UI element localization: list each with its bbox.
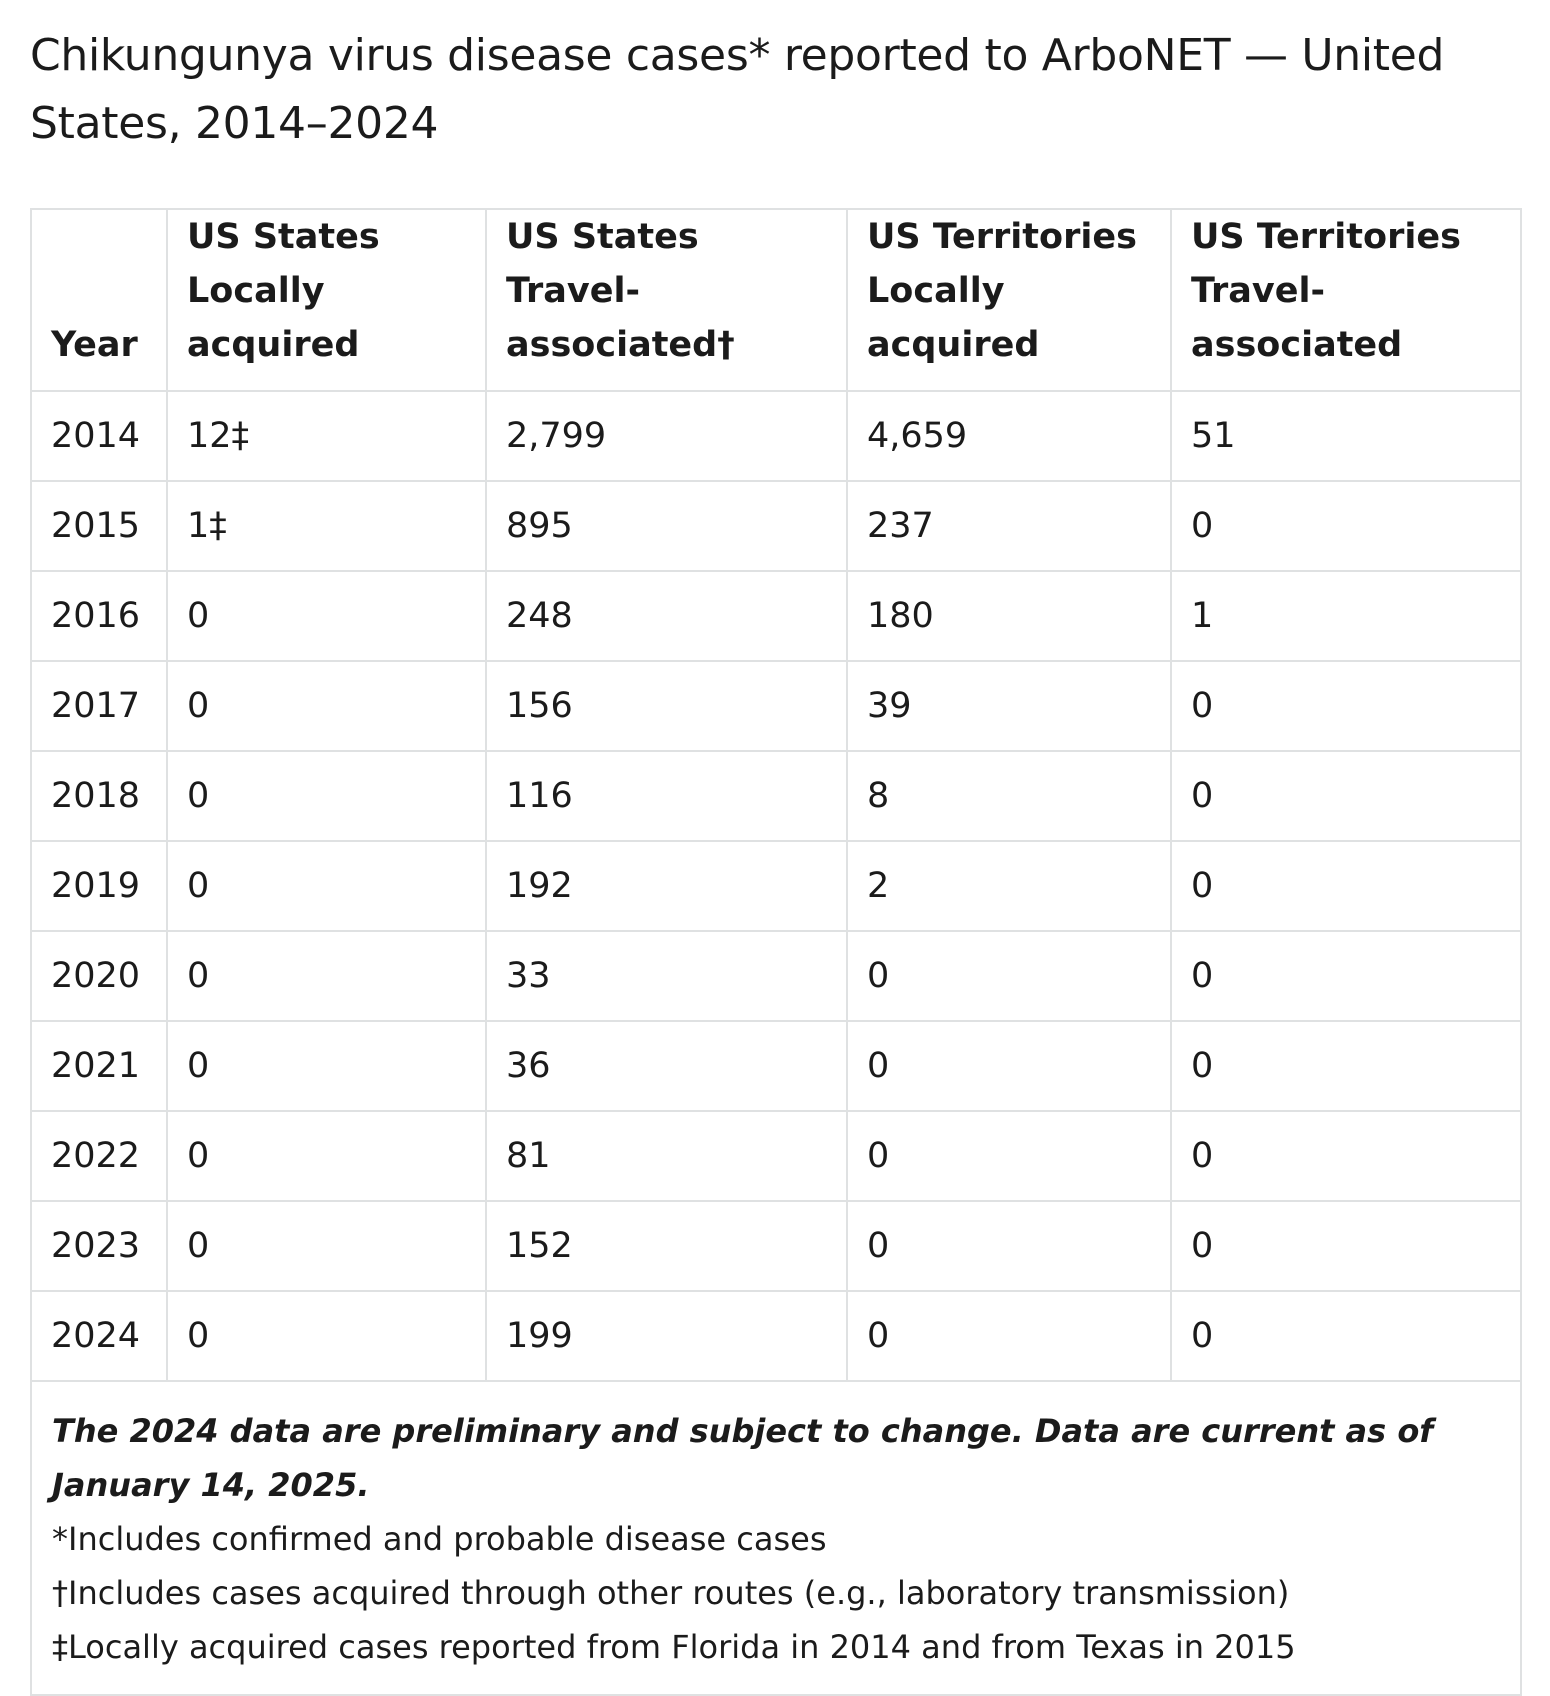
header-line2: Locally acquired [187, 271, 360, 365]
cell-us-states-local: 0 [166, 930, 487, 1022]
table-footer: The 2024 data are preliminary and subjec… [30, 1380, 1522, 1696]
cell-us-states-travel: 152 [485, 1200, 848, 1292]
table-row: 2015 1‡ 895 237 0 [30, 480, 1522, 572]
cell-year: 2015 [30, 480, 168, 572]
cell-us-states-travel: 192 [485, 840, 848, 932]
cell-us-states-local: 0 [166, 660, 487, 752]
cell-us-states-local: 0 [166, 1110, 487, 1202]
header-us-territories-travel: US Territories Travel-associated [1170, 208, 1522, 392]
cell-us-territories-local: 0 [846, 1020, 1172, 1112]
cell-us-states-travel: 81 [485, 1110, 848, 1202]
cell-us-territories-travel: 1 [1170, 570, 1522, 662]
header-line1: US States [506, 217, 699, 257]
cell-us-territories-travel: 0 [1170, 930, 1522, 1022]
cell-us-territories-travel: 0 [1170, 1290, 1522, 1382]
cell-us-territories-travel: 0 [1170, 660, 1522, 752]
cell-us-territories-travel: 0 [1170, 750, 1522, 842]
cell-us-states-travel: 116 [485, 750, 848, 842]
cell-us-states-local: 1‡ [166, 480, 487, 572]
table-body: 2014 12‡ 2,799 4,659 51 2015 1‡ 895 237 0 2016 0 248… [30, 390, 1522, 1382]
page-title: Chikungunya virus disease cases* reporte… [30, 30, 1445, 149]
cell-us-territories-local: 0 [846, 1290, 1172, 1382]
cell-us-territories-travel: 51 [1170, 390, 1522, 482]
table-row: 2024 0 199 0 0 [30, 1290, 1522, 1382]
footnote-asterisk: *Includes confirmed and probable disease… [52, 1520, 827, 1558]
cell-us-states-travel: 895 [485, 480, 848, 572]
header-us-states-local: US States Locally acquired [166, 208, 487, 392]
cell-us-states-local: 0 [166, 1200, 487, 1292]
cell-us-territories-local: 0 [846, 930, 1172, 1022]
table-row: 2022 0 81 0 0 [30, 1110, 1522, 1202]
cell-us-territories-local: 8 [846, 750, 1172, 842]
cell-us-territories-local: 4,659 [846, 390, 1172, 482]
header-line2: Locally acquired [867, 271, 1040, 365]
cell-year: 2023 [30, 1200, 168, 1292]
cell-us-states-travel: 33 [485, 930, 848, 1022]
header-us-states-travel: US States Travel-associated† [485, 208, 848, 392]
header-year: Year [30, 208, 168, 392]
table-row: 2020 0 33 0 0 [30, 930, 1522, 1022]
cell-year: 2018 [30, 750, 168, 842]
table-row: 2019 0 192 2 0 [30, 840, 1522, 932]
cell-us-states-local: 0 [166, 840, 487, 932]
cell-year: 2014 [30, 390, 168, 482]
cell-us-territories-travel: 0 [1170, 1200, 1522, 1292]
cell-us-states-travel: 36 [485, 1020, 848, 1112]
cell-us-territories-travel: 0 [1170, 1110, 1522, 1202]
footnote-dagger: †Includes cases acquired through other r… [52, 1574, 1290, 1612]
table-row: 2023 0 152 0 0 [30, 1200, 1522, 1292]
cell-us-territories-local: 0 [846, 1110, 1172, 1202]
preliminary-note: The 2024 data are preliminary and subjec… [52, 1412, 1434, 1504]
cell-us-states-local: 0 [166, 1290, 487, 1382]
cell-us-states-local: 12‡ [166, 390, 487, 482]
table-row: 2021 0 36 0 0 [30, 1020, 1522, 1112]
header-line1: US Territories [867, 217, 1137, 257]
cell-year: 2024 [30, 1290, 168, 1382]
cell-us-territories-local: 237 [846, 480, 1172, 572]
cell-us-territories-local: 180 [846, 570, 1172, 662]
cell-us-states-local: 0 [166, 750, 487, 842]
table-header: Year US States Locally acquired US State… [30, 208, 1522, 392]
header-line1: US Territories [1191, 217, 1461, 257]
cell-year: 2020 [30, 930, 168, 1022]
cell-year: 2022 [30, 1110, 168, 1202]
cases-table: Year US States Locally acquired US State… [30, 208, 1522, 1696]
cell-us-states-travel: 156 [485, 660, 848, 752]
header-us-territories-local: US Territories Locally acquired [846, 208, 1172, 392]
cell-us-states-local: 0 [166, 570, 487, 662]
header-line2: Year [51, 325, 138, 365]
header-line2: Travel-associated [1191, 271, 1403, 365]
cell-year: 2019 [30, 840, 168, 932]
cell-us-territories-local: 39 [846, 660, 1172, 752]
cell-us-territories-travel: 0 [1170, 840, 1522, 932]
cell-us-states-travel: 199 [485, 1290, 848, 1382]
footnote-double-dagger: ‡Locally acquired cases reported from Fl… [52, 1628, 1296, 1666]
table-row: 2016 0 248 180 1 [30, 570, 1522, 662]
table-row: 2018 0 116 8 0 [30, 750, 1522, 842]
cell-year: 2016 [30, 570, 168, 662]
table-row: 2017 0 156 39 0 [30, 660, 1522, 752]
cell-us-territories-travel: 0 [1170, 480, 1522, 572]
cell-us-states-local: 0 [166, 1020, 487, 1112]
table-row: 2014 12‡ 2,799 4,659 51 [30, 390, 1522, 482]
cell-us-territories-local: 2 [846, 840, 1172, 932]
header-row: Year US States Locally acquired US State… [30, 208, 1522, 392]
cell-us-states-travel: 2,799 [485, 390, 848, 482]
header-line2: Travel-associated† [506, 271, 735, 365]
cell-us-territories-travel: 0 [1170, 1020, 1522, 1112]
footer-row: The 2024 data are preliminary and subjec… [30, 1380, 1522, 1696]
footnotes-cell: The 2024 data are preliminary and subjec… [30, 1380, 1522, 1696]
cell-us-territories-local: 0 [846, 1200, 1172, 1292]
cell-year: 2017 [30, 660, 168, 752]
header-line1: US States [187, 217, 380, 257]
cell-us-states-travel: 248 [485, 570, 848, 662]
page: Chikungunya virus disease cases* reporte… [30, 22, 1522, 1696]
cell-year: 2021 [30, 1020, 168, 1112]
